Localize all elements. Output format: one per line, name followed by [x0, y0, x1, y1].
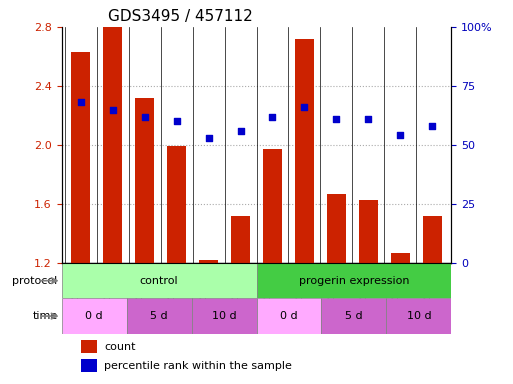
Bar: [327, 194, 346, 263]
FancyBboxPatch shape: [62, 298, 127, 334]
Bar: [391, 253, 410, 263]
Point: [396, 132, 404, 139]
FancyBboxPatch shape: [62, 263, 256, 298]
Text: protocol: protocol: [12, 276, 57, 286]
Point: [236, 128, 245, 134]
Point: [332, 116, 341, 122]
Point: [300, 104, 308, 110]
Text: 5 d: 5 d: [345, 311, 363, 321]
Text: control: control: [140, 276, 179, 286]
Text: 0 d: 0 d: [280, 311, 298, 321]
FancyBboxPatch shape: [127, 298, 191, 334]
Bar: [167, 146, 186, 263]
Bar: [263, 149, 282, 263]
FancyBboxPatch shape: [322, 298, 386, 334]
Bar: [199, 260, 218, 263]
Point: [428, 123, 437, 129]
Text: 10 d: 10 d: [212, 311, 236, 321]
Bar: [423, 216, 442, 263]
Point: [76, 99, 85, 106]
Bar: [135, 98, 154, 263]
Text: time: time: [32, 311, 57, 321]
FancyBboxPatch shape: [256, 298, 322, 334]
Bar: [71, 52, 90, 263]
Text: percentile rank within the sample: percentile rank within the sample: [105, 361, 292, 371]
FancyBboxPatch shape: [191, 298, 256, 334]
Point: [268, 114, 277, 120]
Text: 5 d: 5 d: [150, 311, 168, 321]
Point: [364, 116, 372, 122]
Text: count: count: [105, 342, 136, 352]
Bar: [231, 216, 250, 263]
Text: GDS3495 / 457112: GDS3495 / 457112: [108, 9, 253, 24]
FancyBboxPatch shape: [386, 298, 451, 334]
Text: 0 d: 0 d: [85, 311, 103, 321]
Point: [172, 118, 181, 124]
Point: [205, 135, 213, 141]
Bar: [81, 359, 96, 372]
Text: progerin expression: progerin expression: [299, 276, 409, 286]
FancyBboxPatch shape: [256, 263, 451, 298]
Point: [141, 114, 149, 120]
Text: 10 d: 10 d: [407, 311, 431, 321]
Bar: [103, 27, 122, 263]
Bar: [295, 39, 314, 263]
Bar: [359, 200, 378, 263]
Bar: [81, 340, 96, 353]
Point: [109, 106, 117, 113]
